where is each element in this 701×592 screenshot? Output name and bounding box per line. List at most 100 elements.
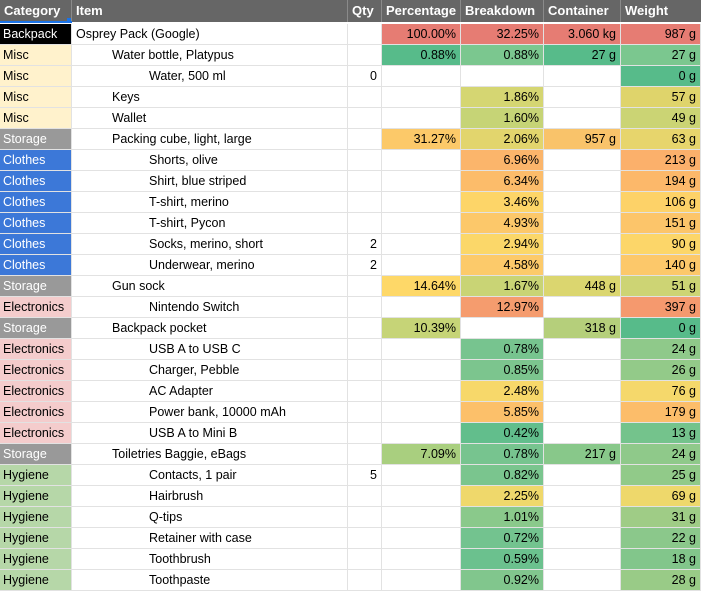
breakdown-cell[interactable]: 1.01% bbox=[461, 507, 544, 528]
category-cell[interactable]: Clothes bbox=[0, 234, 72, 255]
item-cell[interactable]: Keys bbox=[72, 87, 348, 108]
qty-cell[interactable] bbox=[348, 192, 382, 213]
weight-cell[interactable]: 179 g bbox=[621, 402, 701, 423]
container-cell[interactable]: 318 g bbox=[544, 318, 621, 339]
item-cell[interactable]: Gun sock bbox=[72, 276, 348, 297]
qty-cell[interactable] bbox=[348, 549, 382, 570]
breakdown-cell[interactable] bbox=[461, 318, 544, 339]
breakdown-cell[interactable]: 0.59% bbox=[461, 549, 544, 570]
percentage-cell[interactable]: 31.27% bbox=[382, 129, 461, 150]
weight-cell[interactable]: 49 g bbox=[621, 108, 701, 129]
qty-cell[interactable] bbox=[348, 213, 382, 234]
qty-cell[interactable] bbox=[348, 444, 382, 465]
breakdown-cell[interactable]: 4.93% bbox=[461, 213, 544, 234]
header-weight[interactable]: Weight bbox=[625, 3, 669, 18]
percentage-cell[interactable] bbox=[382, 339, 461, 360]
container-cell[interactable] bbox=[544, 234, 621, 255]
container-cell[interactable] bbox=[544, 255, 621, 276]
weight-cell[interactable]: 987 g bbox=[621, 24, 701, 45]
qty-cell[interactable]: 2 bbox=[348, 255, 382, 276]
qty-cell[interactable] bbox=[348, 507, 382, 528]
item-cell[interactable]: Retainer with case bbox=[72, 528, 348, 549]
breakdown-cell[interactable]: 0.72% bbox=[461, 528, 544, 549]
category-cell[interactable]: Backpack bbox=[0, 24, 72, 45]
item-cell[interactable]: Socks, merino, short bbox=[72, 234, 348, 255]
item-cell[interactable]: Shorts, olive bbox=[72, 150, 348, 171]
breakdown-cell[interactable]: 0.78% bbox=[461, 339, 544, 360]
qty-cell[interactable] bbox=[348, 528, 382, 549]
category-cell[interactable]: Hygiene bbox=[0, 528, 72, 549]
container-cell[interactable] bbox=[544, 339, 621, 360]
percentage-cell[interactable] bbox=[382, 192, 461, 213]
percentage-cell[interactable] bbox=[382, 255, 461, 276]
weight-cell[interactable]: 194 g bbox=[621, 171, 701, 192]
item-cell[interactable]: Charger, Pebble bbox=[72, 360, 348, 381]
container-cell[interactable] bbox=[544, 87, 621, 108]
qty-cell[interactable] bbox=[348, 339, 382, 360]
weight-cell[interactable]: 28 g bbox=[621, 570, 701, 591]
weight-cell[interactable]: 69 g bbox=[621, 486, 701, 507]
percentage-cell[interactable]: 0.88% bbox=[382, 45, 461, 66]
percentage-cell[interactable] bbox=[382, 297, 461, 318]
percentage-cell[interactable] bbox=[382, 402, 461, 423]
qty-cell[interactable] bbox=[348, 108, 382, 129]
container-cell[interactable]: 957 g bbox=[544, 129, 621, 150]
breakdown-cell[interactable]: 12.97% bbox=[461, 297, 544, 318]
container-cell[interactable] bbox=[544, 108, 621, 129]
weight-cell[interactable]: 0 g bbox=[621, 66, 701, 87]
weight-cell[interactable]: 25 g bbox=[621, 465, 701, 486]
container-cell[interactable] bbox=[544, 507, 621, 528]
qty-cell[interactable] bbox=[348, 570, 382, 591]
percentage-cell[interactable] bbox=[382, 507, 461, 528]
category-cell[interactable]: Clothes bbox=[0, 192, 72, 213]
weight-cell[interactable]: 213 g bbox=[621, 150, 701, 171]
qty-cell[interactable] bbox=[348, 360, 382, 381]
weight-cell[interactable]: 57 g bbox=[621, 87, 701, 108]
percentage-cell[interactable] bbox=[382, 381, 461, 402]
breakdown-cell[interactable]: 2.06% bbox=[461, 129, 544, 150]
weight-cell[interactable]: 0 g bbox=[621, 318, 701, 339]
container-cell[interactable] bbox=[544, 423, 621, 444]
category-cell[interactable]: Clothes bbox=[0, 213, 72, 234]
weight-cell[interactable]: 24 g bbox=[621, 444, 701, 465]
container-cell[interactable] bbox=[544, 402, 621, 423]
breakdown-cell[interactable]: 2.25% bbox=[461, 486, 544, 507]
breakdown-cell[interactable]: 3.46% bbox=[461, 192, 544, 213]
percentage-cell[interactable] bbox=[382, 87, 461, 108]
breakdown-cell[interactable]: 0.82% bbox=[461, 465, 544, 486]
item-cell[interactable]: Hairbrush bbox=[72, 486, 348, 507]
category-cell[interactable]: Electronics bbox=[0, 339, 72, 360]
item-cell[interactable]: Water bottle, Platypus bbox=[72, 45, 348, 66]
item-cell[interactable]: Shirt, blue striped bbox=[72, 171, 348, 192]
percentage-cell[interactable] bbox=[382, 171, 461, 192]
weight-cell[interactable]: 18 g bbox=[621, 549, 701, 570]
category-cell[interactable]: Hygiene bbox=[0, 570, 72, 591]
header-breakdown[interactable]: Breakdown bbox=[461, 0, 544, 22]
category-cell[interactable]: Electronics bbox=[0, 360, 72, 381]
weight-cell[interactable]: 51 g bbox=[621, 276, 701, 297]
item-cell[interactable]: Nintendo Switch bbox=[72, 297, 348, 318]
qty-cell[interactable] bbox=[348, 381, 382, 402]
container-cell[interactable] bbox=[544, 465, 621, 486]
qty-cell[interactable]: 2 bbox=[348, 234, 382, 255]
breakdown-cell[interactable]: 0.88% bbox=[461, 45, 544, 66]
category-cell[interactable]: Hygiene bbox=[0, 507, 72, 528]
percentage-cell[interactable] bbox=[382, 360, 461, 381]
category-cell[interactable]: Misc bbox=[0, 45, 72, 66]
percentage-cell[interactable] bbox=[382, 465, 461, 486]
container-cell[interactable] bbox=[544, 171, 621, 192]
header-percentage[interactable]: Percentage bbox=[382, 0, 461, 22]
weight-cell[interactable]: 22 g bbox=[621, 528, 701, 549]
item-cell[interactable]: Osprey Pack (Google) bbox=[72, 24, 348, 45]
weight-cell[interactable]: 106 g bbox=[621, 192, 701, 213]
category-cell[interactable]: Misc bbox=[0, 66, 72, 87]
percentage-cell[interactable]: 7.09% bbox=[382, 444, 461, 465]
container-cell[interactable] bbox=[544, 570, 621, 591]
breakdown-cell[interactable]: 6.96% bbox=[461, 150, 544, 171]
item-cell[interactable]: USB A to Mini B bbox=[72, 423, 348, 444]
item-cell[interactable]: AC Adapter bbox=[72, 381, 348, 402]
qty-cell[interactable]: 5 bbox=[348, 465, 382, 486]
item-cell[interactable]: T-shirt, Pycon bbox=[72, 213, 348, 234]
weight-cell[interactable]: 24 g bbox=[621, 339, 701, 360]
item-cell[interactable]: Water, 500 ml bbox=[72, 66, 348, 87]
